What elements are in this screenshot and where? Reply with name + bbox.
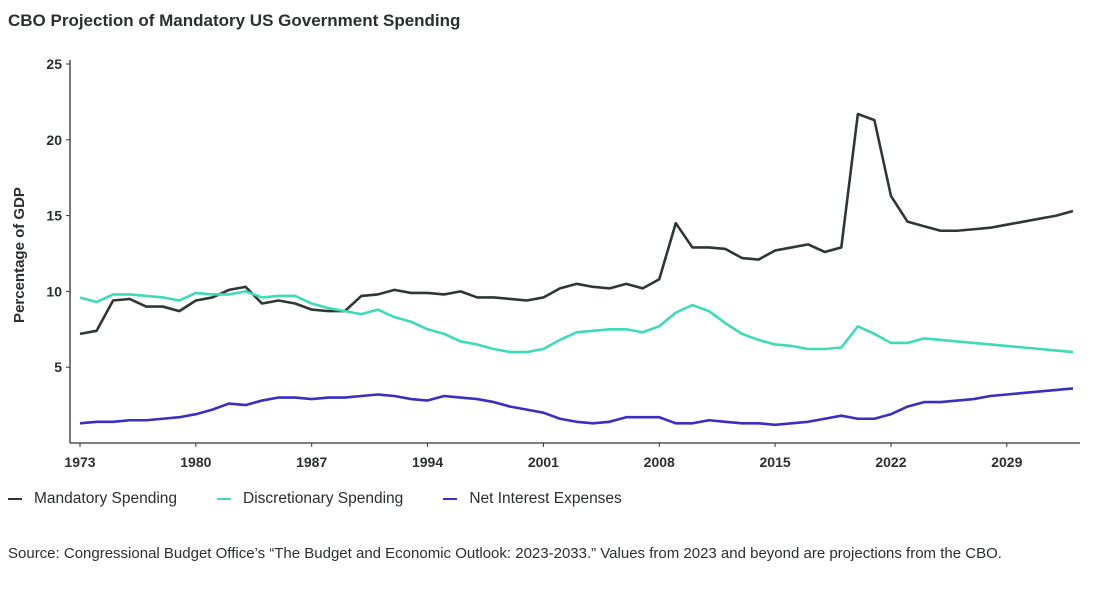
- legend-label: Discretionary Spending: [243, 490, 404, 507]
- x-tick-label: 1973: [64, 454, 95, 470]
- x-tick-label: 2029: [991, 454, 1022, 470]
- legend-item: Discretionary Spending: [217, 490, 403, 508]
- y-tick-label: 5: [54, 359, 62, 375]
- chart-title: CBO Projection of Mandatory US Governmen…: [8, 11, 461, 30]
- legend-item: Mandatory Spending: [8, 490, 177, 508]
- x-tick-label: 2001: [528, 454, 559, 470]
- legend: Mandatory Spending Discretionary Spending…: [8, 490, 662, 508]
- legend-label: Net Interest Expenses: [469, 490, 622, 507]
- x-tick-label: 1987: [296, 454, 327, 470]
- legend-label: Mandatory Spending: [34, 490, 178, 507]
- y-axis-label: Percentage of GDP: [11, 187, 28, 323]
- x-tick-label: 2008: [644, 454, 675, 470]
- x-tick-label: 1994: [412, 454, 443, 470]
- y-tick-label: 15: [46, 208, 62, 224]
- legend-swatch: [217, 498, 232, 500]
- y-tick-label: 10: [46, 283, 62, 299]
- x-tick-label: 1980: [180, 454, 211, 470]
- series-line-net-interest-expenses: [79, 387, 1074, 427]
- x-tick-label: 2015: [760, 454, 791, 470]
- x-tick-label: 2022: [875, 454, 906, 470]
- line-chart: 5 10 15 20 25 1973 1980 1987 1994 2001 2008 2015 202…: [11, 56, 1080, 470]
- series-line-mandatory-spending: [79, 112, 1074, 336]
- y-tick-label: 20: [46, 132, 62, 148]
- legend-swatch: [8, 498, 22, 500]
- y-tick-label: 25: [46, 56, 62, 72]
- source-note: Source: Congressional Budget Office’s “T…: [8, 545, 1002, 562]
- legend-swatch: [443, 498, 458, 500]
- legend-item: Net Interest Expenses: [443, 490, 622, 508]
- series-line-discretionary-spending: [79, 290, 1074, 354]
